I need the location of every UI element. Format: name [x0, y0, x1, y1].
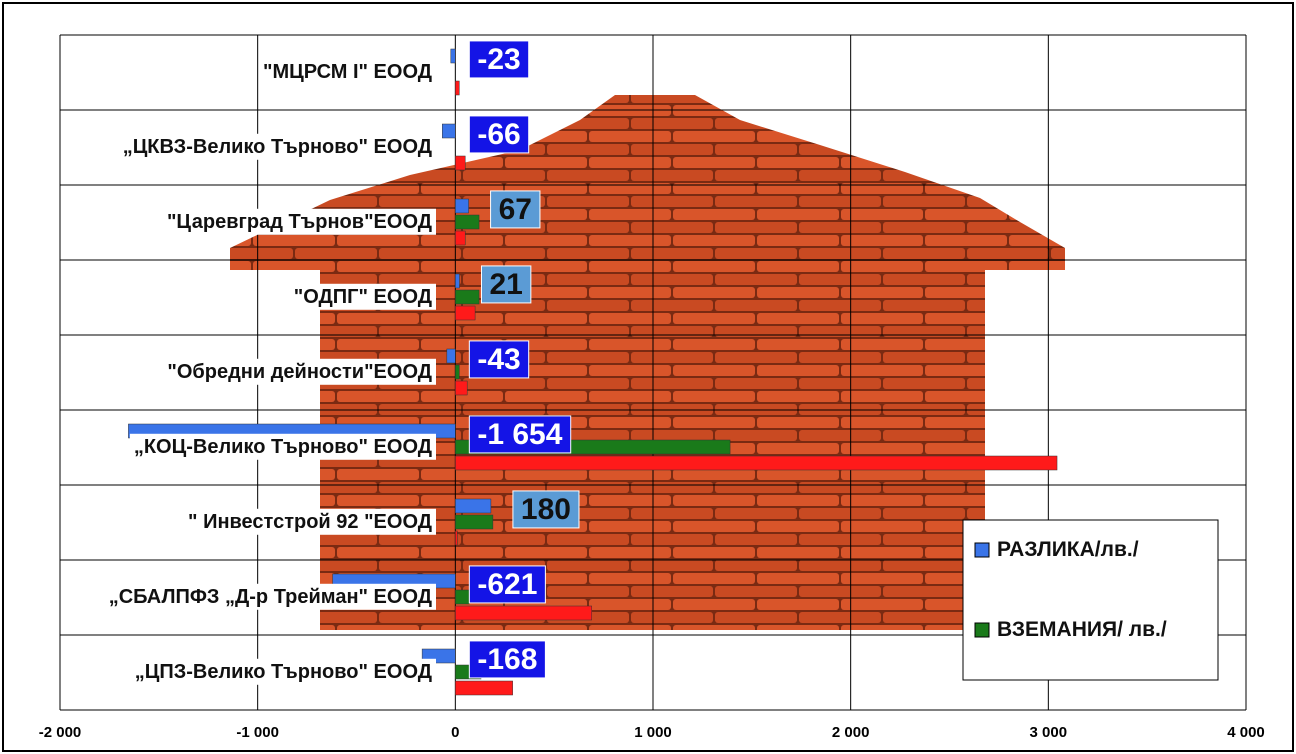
data-label-bg — [468, 415, 572, 454]
x-tick-label: -1 000 — [236, 724, 279, 741]
x-tick-label: 4 000 — [1227, 724, 1265, 741]
bar — [455, 155, 466, 171]
data-label: -66 — [477, 118, 520, 151]
bar — [455, 230, 466, 246]
category-label-bg — [184, 508, 436, 535]
bar — [455, 530, 458, 546]
brick-house — [230, 95, 1065, 630]
category-label: „ЦКВЗ-Велико Търново" ЕООД — [123, 136, 432, 158]
category-label: „КОЦ-Велико Търново" ЕООД — [134, 436, 432, 458]
data-label: 21 — [489, 268, 522, 301]
bar — [450, 48, 456, 64]
data-label: -23 — [477, 43, 520, 76]
category-label: „ЦПЗ-Велико Търново" ЕООД — [135, 661, 432, 683]
legend-line: РАЗЛИКА/лв./ — [997, 538, 1139, 561]
data-label: -168 — [477, 643, 537, 676]
bar — [455, 455, 1058, 471]
data-label: -1 654 — [477, 418, 562, 451]
category-label-bg — [163, 358, 436, 385]
bar — [455, 680, 513, 696]
data-label-bg — [468, 115, 530, 154]
bar — [455, 273, 460, 289]
x-tick-label: 3 000 — [1030, 724, 1068, 741]
bar — [455, 80, 460, 96]
category-label-bg — [104, 583, 436, 610]
x-tick-label: -2 000 — [39, 724, 82, 741]
legend-line: ВЗЕМАНИЯ/ лв./ — [997, 618, 1167, 641]
legend-label: ВЗЕМАНИЯ/ лв./ — [997, 618, 1167, 641]
bar — [455, 498, 492, 514]
bar — [455, 198, 469, 214]
legend-label: РАЗЛИКА/лв./ — [997, 538, 1139, 561]
bar — [455, 605, 592, 621]
category-label: „СБАЛПФЗ „Д-р Трейман" ЕООД — [109, 586, 432, 608]
category-label: "МЦРСМ I" ЕООД — [263, 61, 432, 83]
data-label-bg — [468, 565, 546, 604]
data-label-bg — [468, 640, 546, 679]
category-label: " Инвестстрой 92 "ЕООД — [188, 511, 432, 533]
data-label-bg — [468, 340, 530, 379]
category-label-bg — [130, 658, 436, 685]
legend-swatch — [974, 542, 990, 558]
bar — [455, 514, 494, 530]
data-label-bg — [480, 265, 532, 304]
x-tick-label: 2 000 — [832, 724, 870, 741]
category-label: "Обредни дейности"ЕООД — [167, 361, 432, 383]
data-label-bg — [512, 490, 580, 529]
legend-swatch — [974, 622, 990, 638]
category-label-bg — [258, 58, 436, 85]
category-label-bg — [118, 133, 436, 160]
x-tick-label: 1 000 — [634, 724, 672, 741]
bar — [442, 123, 456, 139]
bar — [455, 289, 480, 305]
x-tick-label: 0 — [451, 724, 459, 741]
data-label-bg — [468, 40, 530, 79]
bar — [455, 364, 460, 380]
bar — [455, 589, 470, 605]
data-label: -43 — [477, 343, 520, 376]
category-label: "Царевград Търнов"ЕООД — [167, 211, 432, 233]
bar — [446, 348, 456, 364]
data-label: -621 — [477, 568, 537, 601]
category-label: "ОДПГ" ЕООД — [294, 286, 432, 308]
category-label-bg — [129, 433, 436, 460]
bar — [455, 380, 468, 396]
data-label: 67 — [499, 193, 532, 226]
category-label-bg — [162, 208, 436, 235]
bar — [455, 214, 480, 230]
legend-box — [962, 519, 1219, 681]
data-label-bg — [490, 190, 541, 229]
bar — [455, 305, 476, 321]
category-label-bg — [289, 283, 436, 310]
data-label: 180 — [521, 493, 571, 526]
